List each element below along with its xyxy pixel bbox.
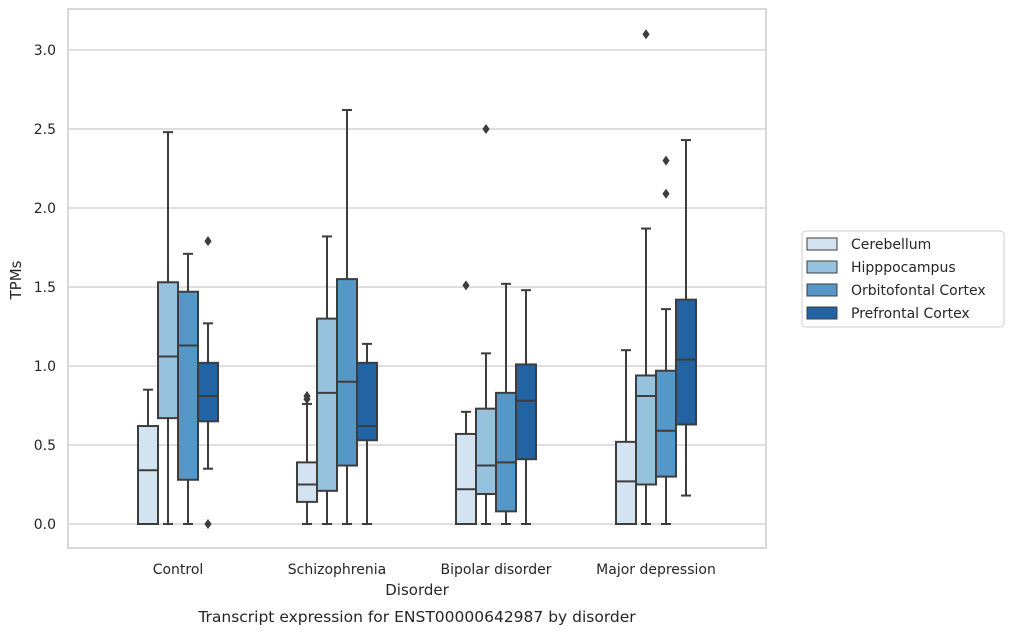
box-hipppocampus (316, 235, 338, 525)
box-hipppocampus (635, 29, 657, 525)
box-iqr (655, 369, 677, 478)
x-axis-label: Disorder (385, 581, 449, 599)
box-prefrontal-cortex (515, 289, 537, 525)
y-tick-label: 1.5 (34, 280, 56, 296)
y-tick-label: 1.0 (34, 359, 56, 375)
box-prefrontal-cortex (197, 236, 219, 529)
legend-label: Prefrontal Cortex (851, 306, 970, 322)
box-iqr (177, 290, 199, 481)
y-tick-label: 3.0 (34, 43, 56, 59)
outlier-point (642, 29, 650, 40)
outlier-point (204, 236, 212, 247)
y-axis-label: TPMs (7, 260, 25, 300)
box-hipppocampus (475, 124, 497, 525)
box-iqr (635, 374, 657, 486)
outlier-point (482, 124, 490, 134)
box-iqr (296, 461, 318, 503)
box-iqr (615, 440, 637, 525)
legend: Cerebellum Hipppocampus Orbitofontal Corte… (801, 230, 1005, 328)
box-orbitofontal-cortex (177, 252, 199, 525)
x-tick-label: Control (153, 562, 204, 578)
x-tick-labels: Control Schizophrenia Bipolar disorder Majo… (153, 562, 716, 578)
box-orbitofontal-cortex (495, 282, 517, 525)
box-iqr (137, 425, 159, 526)
box-hipppocampus (157, 131, 179, 525)
outlier-point (303, 391, 311, 402)
plot-frame (67, 8, 767, 549)
box-cerebellum (296, 391, 318, 525)
y-tick-label: 2.5 (34, 122, 56, 138)
box-cerebellum (137, 388, 159, 526)
legend-swatch (806, 260, 838, 274)
legend-label: Hipppocampus (851, 260, 956, 276)
legend-swatch (806, 306, 838, 320)
outlier-point (462, 280, 470, 291)
y-tick-label: 0.5 (34, 438, 56, 454)
box-iqr (515, 363, 537, 461)
x-tick-label: Schizophrenia (288, 562, 386, 578)
x-tick-label: Bipolar disorder (440, 562, 551, 578)
box-prefrontal-cortex (356, 342, 378, 525)
legend-frame (801, 230, 1005, 328)
outlier-point (204, 519, 212, 529)
box-iqr (316, 317, 338, 492)
box-iqr (675, 298, 697, 426)
x-tick-label: Major depression (596, 562, 716, 578)
figure-caption: Transcript expression for ENST0000064298… (197, 608, 636, 626)
box-orbitofontal-cortex (336, 109, 358, 525)
box-iqr (336, 278, 358, 467)
outlier-point (662, 155, 670, 166)
box-plot-series (137, 29, 697, 529)
y-tick-labels: 0.0 0.5 1.0 1.5 2.0 2.5 3.0 (34, 43, 56, 533)
box-iqr (495, 391, 517, 513)
box-iqr (455, 432, 477, 525)
box-iqr (197, 361, 219, 423)
y-tick-label: 2.0 (34, 201, 56, 217)
box-prefrontal-cortex (675, 139, 697, 497)
box-iqr (157, 281, 179, 420)
legend-label: Cerebellum (851, 237, 931, 253)
y-tick-label: 0.0 (34, 517, 56, 533)
box-iqr (356, 361, 378, 442)
box-cerebellum (615, 349, 637, 525)
legend-label: Orbitofontal Cortex (851, 283, 986, 299)
box-iqr (475, 407, 497, 495)
box-orbitofontal-cortex (655, 155, 677, 525)
box-cerebellum (455, 280, 477, 525)
legend-swatch (806, 283, 838, 297)
legend-swatch (806, 237, 838, 251)
outlier-point (662, 188, 670, 199)
